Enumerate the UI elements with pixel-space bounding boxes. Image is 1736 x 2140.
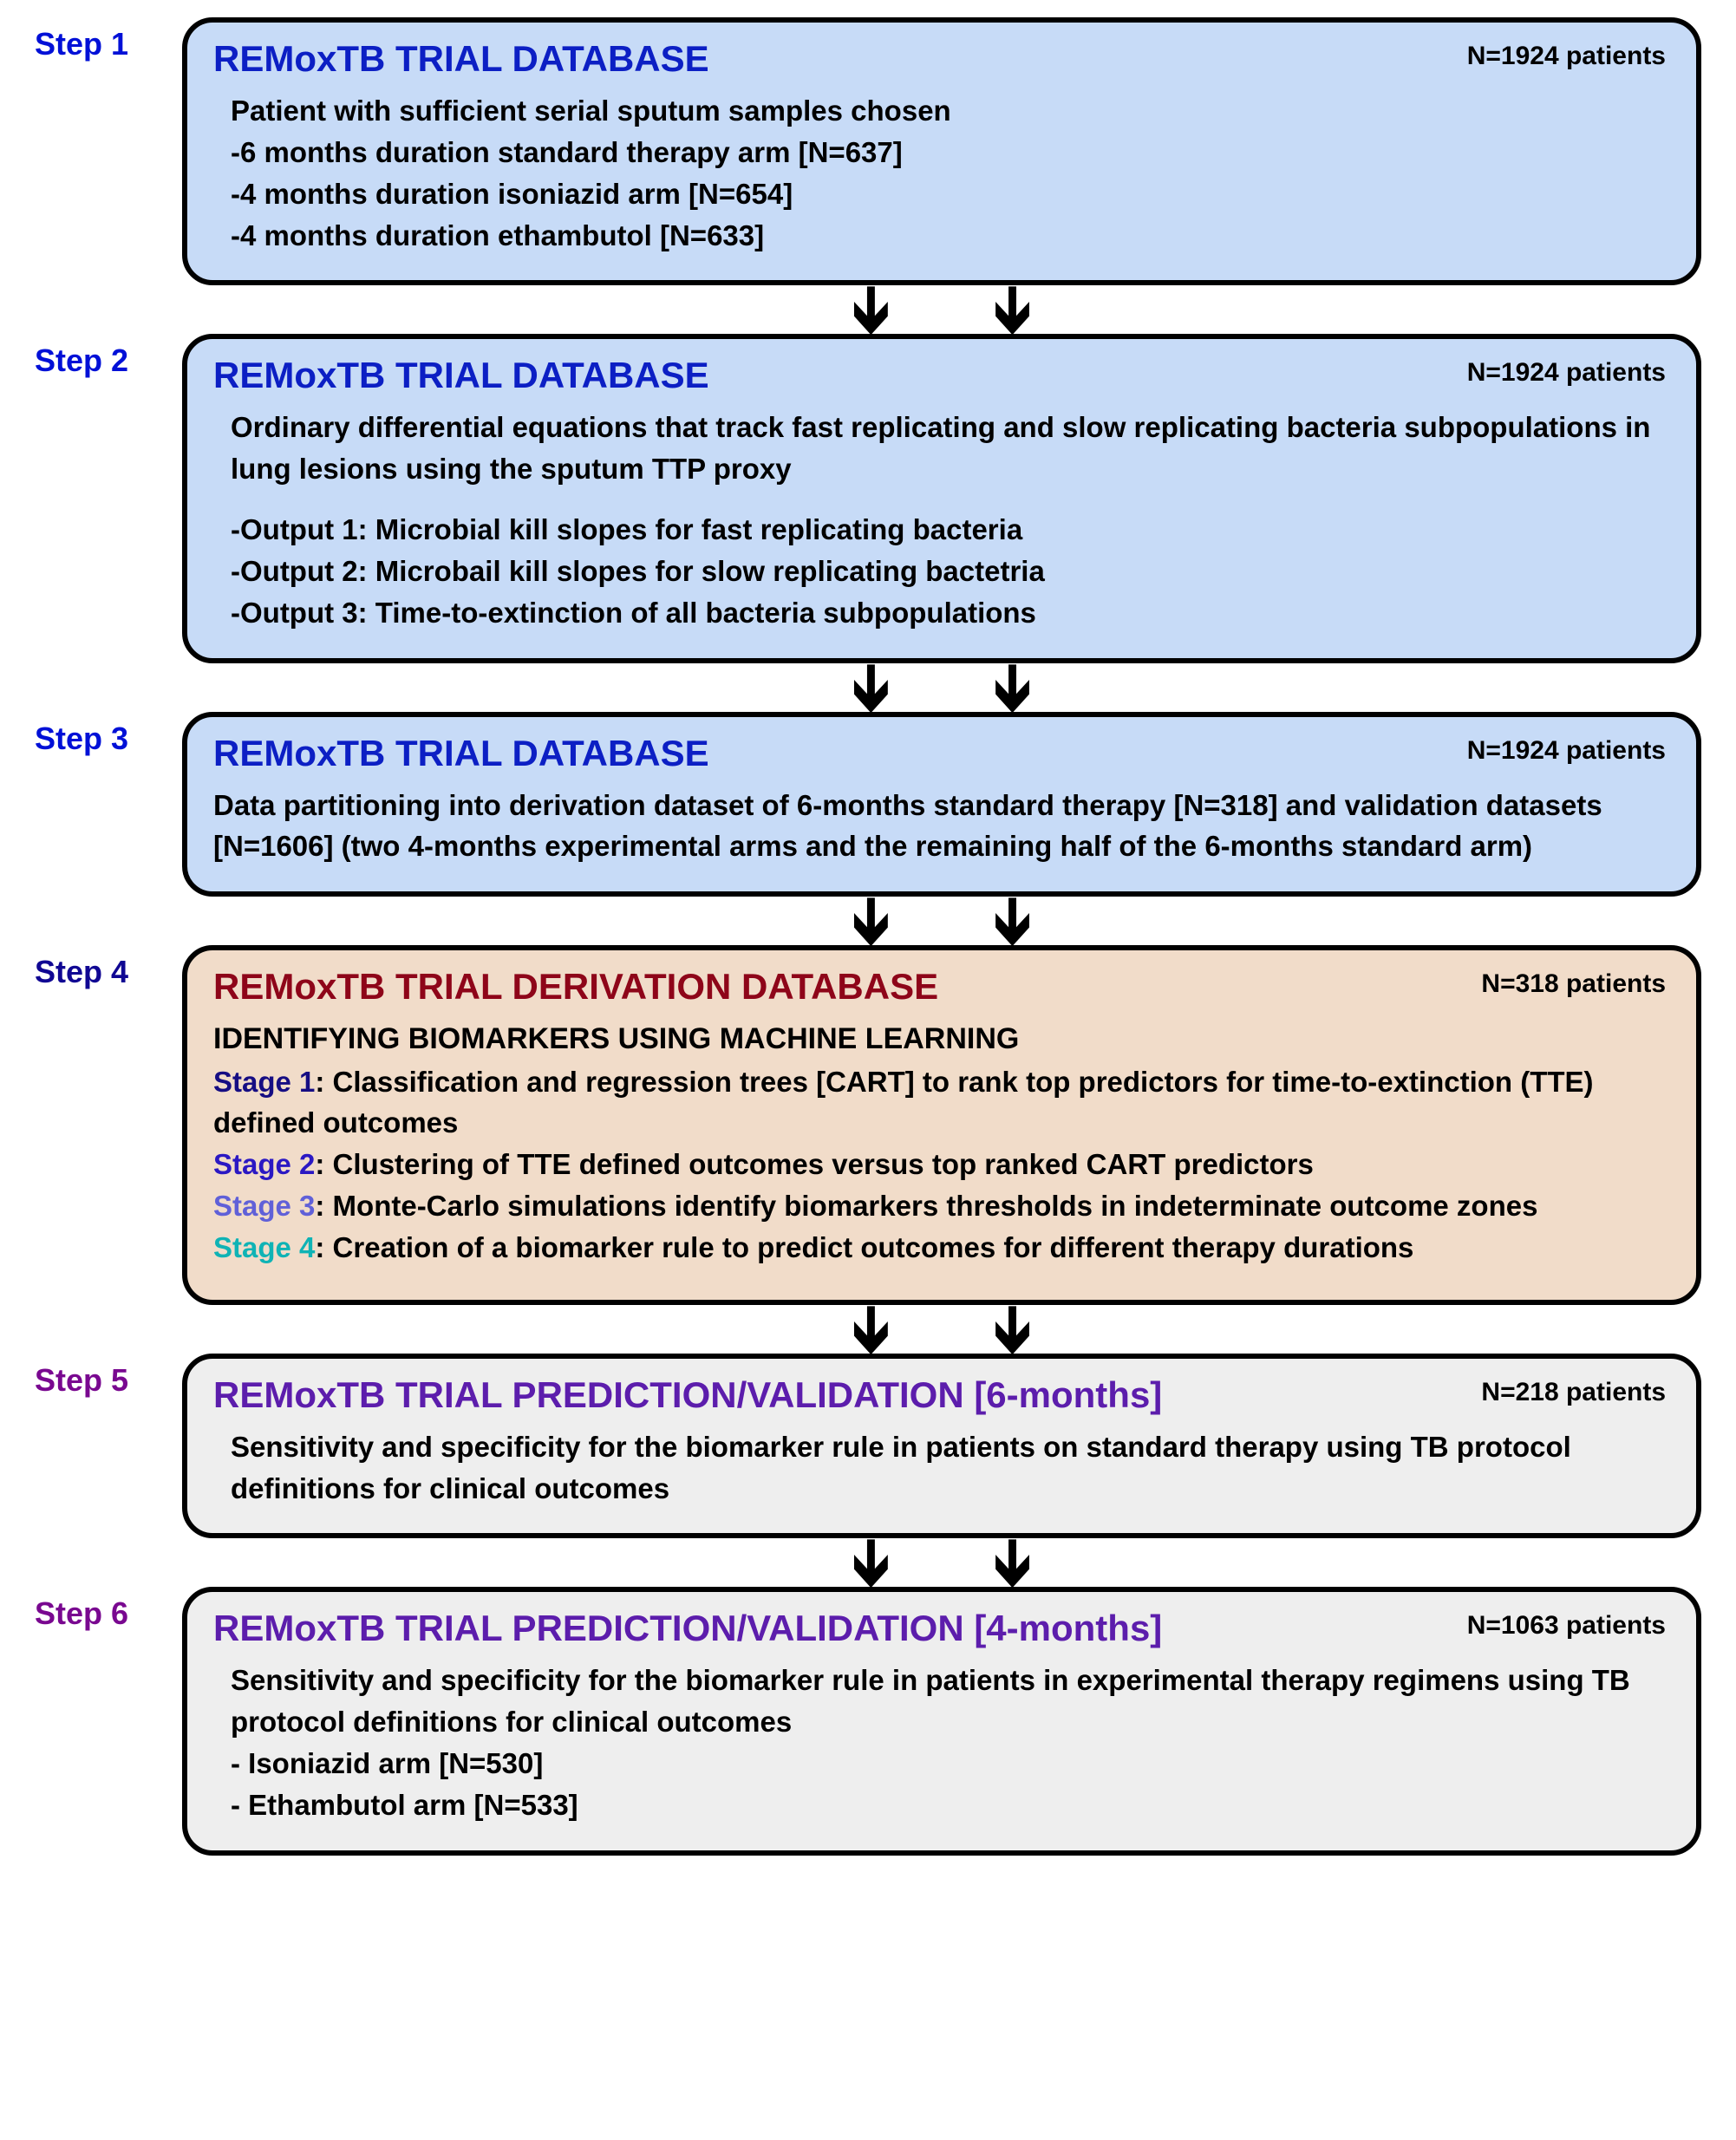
step-1-count: N=1924 patients: [1467, 42, 1666, 71]
step-6-body: Sensitivity and specificity for the biom…: [213, 1660, 1670, 1825]
arrow-down-icon: 🡳: [852, 1536, 890, 1589]
step-5-label: Step 5: [35, 1354, 182, 1399]
step-5-text: Sensitivity and specificity for the biom…: [231, 1426, 1670, 1510]
step-3-row: Step 3 N=1924 patients REMoxTB TRIAL DAT…: [35, 712, 1701, 897]
arrow-down-icon: 🡳: [852, 895, 890, 947]
stage-2-label: Stage 2: [213, 1148, 315, 1180]
arrows-1-2: 🡳🡳: [35, 285, 1701, 334]
step-4-stage-1: Stage 1: Classification and regression t…: [213, 1061, 1670, 1145]
step-5-title: REMoxTB TRIAL PREDICTION/VALIDATION [6-m…: [213, 1374, 1670, 1416]
arrows-5-6: 🡳🡳: [35, 1538, 1701, 1587]
step-4-stage-2: Stage 2: Clustering of TTE defined outco…: [213, 1144, 1670, 1185]
step-5-row: Step 5 N=218 patients REMoxTB TRIAL PRED…: [35, 1354, 1701, 1539]
arrow-down-icon: 🡳: [994, 662, 1031, 714]
step-6-line: - Isoniazid arm [N=530]: [231, 1743, 1670, 1784]
step-1-box: N=1924 patients REMoxTB TRIAL DATABASE P…: [182, 17, 1701, 285]
step-2-line: -Output 2: Microbail kill slopes for slo…: [231, 551, 1670, 592]
step-3-count: N=1924 patients: [1467, 736, 1666, 766]
step-6-label: Step 6: [35, 1587, 182, 1632]
step-4-count: N=318 patients: [1481, 969, 1666, 999]
step-1-row: Step 1 N=1924 patients REMoxTB TRIAL DAT…: [35, 17, 1701, 285]
step-1-line: Patient with sufficient serial sputum sa…: [231, 90, 1670, 132]
step-2-topline: Ordinary differential equations that tra…: [231, 407, 1670, 490]
stage-1-text: : Classification and regression trees [C…: [213, 1066, 1594, 1139]
step-6-title: REMoxTB TRIAL PREDICTION/VALIDATION [4-m…: [213, 1608, 1670, 1649]
step-2-row: Step 2 N=1924 patients REMoxTB TRIAL DAT…: [35, 334, 1701, 662]
step-4-box: N=318 patients REMoxTB TRIAL DERIVATION …: [182, 945, 1701, 1305]
step-4-body: IDENTIFYING BIOMARKERS USING MACHINE LEA…: [213, 1018, 1670, 1269]
step-4-stage-3: Stage 3: Monte-Carlo simulations identif…: [213, 1185, 1670, 1227]
step-3-box: N=1924 patients REMoxTB TRIAL DATABASE D…: [182, 712, 1701, 897]
step-2-line: -Output 1: Microbial kill slopes for fas…: [231, 509, 1670, 551]
step-1-line: -4 months duration ethambutol [N=633]: [231, 215, 1670, 257]
step-4-ml-heading: IDENTIFYING BIOMARKERS USING MACHINE LEA…: [213, 1018, 1670, 1060]
step-2-title: REMoxTB TRIAL DATABASE: [213, 355, 1670, 396]
step-3-label: Step 3: [35, 712, 182, 757]
stage-3-text: : Monte-Carlo simulations identify bioma…: [315, 1190, 1537, 1222]
step-2-body: Ordinary differential equations that tra…: [213, 407, 1670, 633]
stage-4-label: Stage 4: [213, 1231, 315, 1263]
step-3-body: Data partitioning into derivation datase…: [213, 785, 1670, 868]
step-2-count: N=1924 patients: [1467, 358, 1666, 388]
step-6-count: N=1063 patients: [1467, 1611, 1666, 1641]
arrows-2-3: 🡳🡳: [35, 663, 1701, 712]
step-1-title: REMoxTB TRIAL DATABASE: [213, 38, 1670, 80]
step-1-label: Step 1: [35, 17, 182, 62]
arrows-3-4: 🡳🡳: [35, 897, 1701, 945]
step-6-row: Step 6 N=1063 patients REMoxTB TRIAL PRE…: [35, 1587, 1701, 1855]
stage-4-text: : Creation of a biomarker rule to predic…: [315, 1231, 1413, 1263]
arrow-down-icon: 🡳: [852, 662, 890, 714]
step-5-box: N=218 patients REMoxTB TRIAL PREDICTION/…: [182, 1354, 1701, 1539]
arrows-4-5: 🡳🡳: [35, 1305, 1701, 1354]
arrow-down-icon: 🡳: [994, 895, 1031, 947]
step-2-box: N=1924 patients REMoxTB TRIAL DATABASE O…: [182, 334, 1701, 662]
step-4-row: Step 4 N=318 patients REMoxTB TRIAL DERI…: [35, 945, 1701, 1305]
step-6-topline: Sensitivity and specificity for the biom…: [231, 1660, 1670, 1743]
arrow-down-icon: 🡳: [852, 1303, 890, 1355]
step-5-count: N=218 patients: [1481, 1378, 1666, 1407]
step-3-text: Data partitioning into derivation datase…: [213, 785, 1670, 868]
step-3-title: REMoxTB TRIAL DATABASE: [213, 733, 1670, 774]
arrow-down-icon: 🡳: [994, 284, 1031, 336]
step-4-label: Step 4: [35, 945, 182, 990]
step-6-line: - Ethambutol arm [N=533]: [231, 1784, 1670, 1826]
step-1-line: -6 months duration standard therapy arm …: [231, 132, 1670, 173]
step-5-body: Sensitivity and specificity for the biom…: [213, 1426, 1670, 1510]
step-2-label: Step 2: [35, 334, 182, 379]
arrow-down-icon: 🡳: [994, 1303, 1031, 1355]
step-6-box: N=1063 patients REMoxTB TRIAL PREDICTION…: [182, 1587, 1701, 1855]
arrow-down-icon: 🡳: [994, 1536, 1031, 1589]
step-2-line: -Output 3: Time-to-extinction of all bac…: [231, 592, 1670, 634]
stage-2-text: : Clustering of TTE defined outcomes ver…: [315, 1148, 1314, 1180]
stage-3-label: Stage 3: [213, 1190, 315, 1222]
stage-1-label: Stage 1: [213, 1066, 315, 1098]
step-1-body: Patient with sufficient serial sputum sa…: [213, 90, 1670, 256]
arrow-down-icon: 🡳: [852, 284, 890, 336]
step-4-title: REMoxTB TRIAL DERIVATION DATABASE: [213, 966, 1670, 1008]
step-1-line: -4 months duration isoniazid arm [N=654]: [231, 173, 1670, 215]
step-4-stage-4: Stage 4: Creation of a biomarker rule to…: [213, 1227, 1670, 1269]
